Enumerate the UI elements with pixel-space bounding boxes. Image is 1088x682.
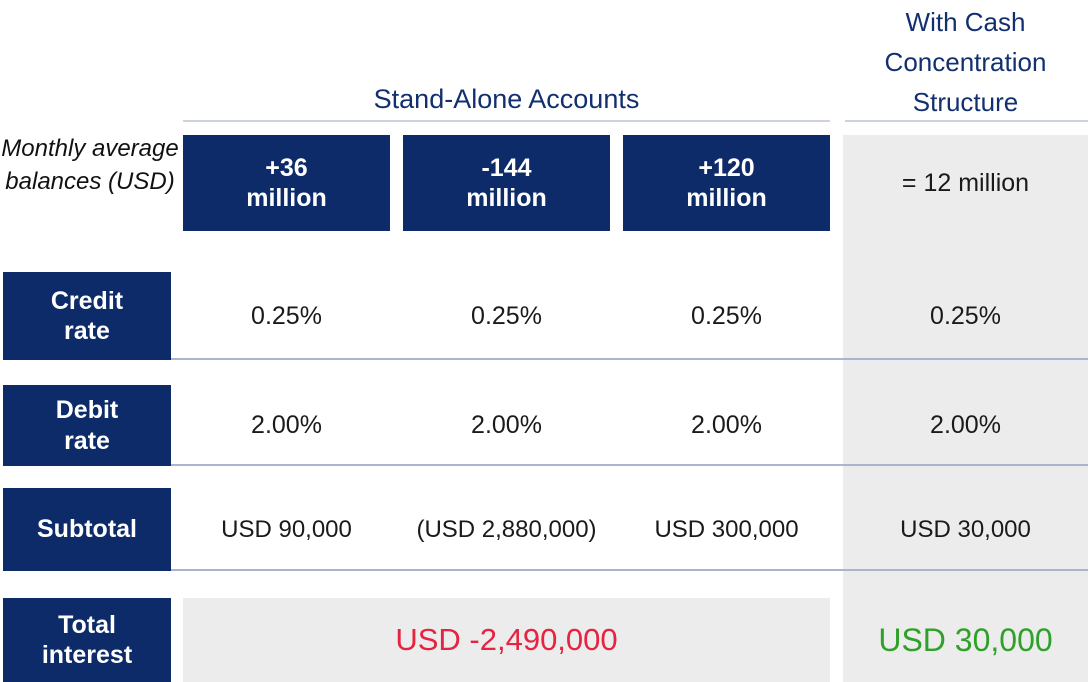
credit-rate-account-1: 0.25%: [251, 301, 322, 330]
subtotal-concentration: USD 30,000: [900, 515, 1031, 543]
standalone-accounts-header: Stand-Alone Accounts: [373, 84, 640, 114]
credit-rate-row-separator: [171, 358, 1088, 360]
subtotal-label: Subtotal: [3, 488, 171, 571]
debit-rate-row-separator: [171, 464, 1088, 466]
debit-rate-concentration: 2.00%: [930, 411, 1001, 439]
cash-concentration-column-background: [843, 135, 1088, 682]
cash-concentration-header: With Cash Concentration Structure: [884, 7, 1047, 117]
cash-header-underline: [845, 120, 1088, 122]
credit-rate-account-2: 0.25%: [471, 301, 542, 330]
balance-box-account-2: -144 million: [403, 135, 610, 231]
subtotal-account-2: (USD 2,880,000): [416, 515, 597, 543]
subtotal-account-3: USD 300,000: [654, 515, 799, 543]
total-interest-standalone-value: USD -2,490,000: [183, 598, 830, 682]
credit-rate-account-3: 0.25%: [691, 301, 762, 330]
debit-rate-label: Debit rate: [3, 385, 171, 466]
total-interest-concentration-value: USD 30,000: [878, 621, 1053, 658]
debit-rate-account-1: 2.00%: [251, 411, 322, 439]
debit-rate-account-3: 2.00%: [691, 411, 762, 439]
concentrated-balance-value: = 12 million: [901, 168, 1030, 197]
monthly-average-balances-label: Monthly average balances (USD): [1, 135, 179, 195]
credit-rate-label: Credit rate: [3, 272, 171, 360]
standalone-header-underline: [183, 120, 830, 122]
debit-rate-account-2: 2.00%: [471, 411, 542, 439]
subtotal-account-1: USD 90,000: [221, 515, 352, 543]
credit-rate-concentration: 0.25%: [930, 301, 1001, 330]
total-interest-label: Total interest: [3, 598, 171, 682]
balance-box-account-1: +36 million: [183, 135, 390, 231]
subtotal-row-separator: [171, 569, 1088, 571]
balance-box-account-3: +120 million: [623, 135, 830, 231]
